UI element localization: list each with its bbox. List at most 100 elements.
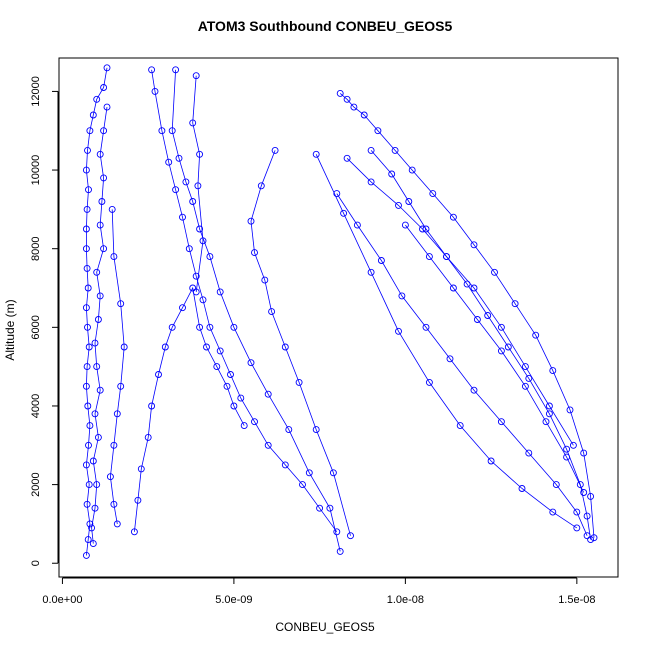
data-point <box>312 150 320 158</box>
data-point <box>470 241 478 249</box>
data-point <box>189 198 197 205</box>
data-point <box>367 268 375 276</box>
data-point <box>340 209 348 217</box>
data-point <box>83 500 91 508</box>
data-point <box>86 520 94 528</box>
data-point <box>425 378 433 386</box>
y-tick-label: 10000 <box>30 155 42 186</box>
data-point <box>83 363 91 371</box>
data-point <box>299 481 306 489</box>
series-line-2 <box>91 107 108 544</box>
data-point <box>91 410 99 418</box>
data-point <box>271 146 279 154</box>
plot-frame <box>58 57 619 578</box>
data-point <box>148 402 156 410</box>
data-point <box>264 441 272 449</box>
y-tick-label: 0 <box>30 560 42 566</box>
data-point <box>108 205 116 213</box>
data-point <box>549 367 557 375</box>
data-point <box>487 457 495 465</box>
data-point <box>82 461 90 469</box>
data-point <box>185 245 193 253</box>
data-point <box>425 253 433 261</box>
data-point <box>312 426 320 434</box>
y-tick-label: 4000 <box>30 394 42 418</box>
data-point <box>521 382 529 390</box>
data-point <box>89 457 97 465</box>
data-point <box>89 540 97 548</box>
data-point <box>590 534 598 542</box>
data-point <box>93 363 101 371</box>
data-point <box>84 284 92 292</box>
data-point <box>552 481 560 489</box>
data-point <box>518 485 526 492</box>
y-tick-label: 12000 <box>30 76 42 107</box>
data-point <box>91 504 99 512</box>
data-point <box>110 441 118 449</box>
y-tick-label: 6000 <box>30 315 42 339</box>
data-point <box>117 382 125 390</box>
data-point <box>573 508 581 516</box>
data-point <box>576 481 584 489</box>
data-point <box>545 402 553 410</box>
data-point <box>227 371 234 378</box>
data-point <box>237 394 245 402</box>
data-point <box>316 504 324 512</box>
data-point <box>587 536 595 544</box>
data-point <box>100 174 108 182</box>
data-point <box>566 406 574 414</box>
data-point <box>82 166 90 174</box>
data-point <box>182 178 190 186</box>
data-point <box>326 504 334 512</box>
data-point <box>583 512 591 520</box>
data-point <box>563 453 571 461</box>
data-point <box>89 111 97 119</box>
data-point <box>189 119 197 127</box>
data-point <box>511 300 519 308</box>
data-point <box>84 323 91 331</box>
data-point <box>199 237 207 245</box>
data-point <box>525 374 533 382</box>
data-point <box>251 418 258 426</box>
data-point <box>449 213 457 221</box>
data-point <box>281 461 289 469</box>
series-line-9 <box>339 93 595 538</box>
data-point <box>196 150 204 158</box>
series-line-8 <box>250 150 351 536</box>
data-point <box>172 186 180 194</box>
data-point <box>542 418 550 426</box>
data-point <box>96 292 104 300</box>
data-point <box>347 532 354 540</box>
data-point <box>408 166 416 174</box>
data-point <box>82 304 90 312</box>
data-point <box>82 382 90 390</box>
data-point <box>456 422 464 430</box>
data-point <box>83 264 91 272</box>
series-line-11 <box>336 193 588 536</box>
data-point <box>175 154 183 162</box>
y-axis-label: Altitude (m) <box>3 299 17 360</box>
data-point <box>85 343 93 351</box>
data-point <box>419 225 426 233</box>
data-point <box>120 343 128 351</box>
data-point <box>82 245 90 253</box>
data-point <box>230 402 238 410</box>
data-point <box>161 343 169 351</box>
data-point <box>96 386 104 394</box>
data-point <box>96 150 104 158</box>
data-point <box>247 217 255 225</box>
data-point <box>497 323 505 331</box>
data-point <box>82 551 90 559</box>
data-point <box>333 190 341 198</box>
data-point <box>429 190 437 198</box>
chart-title: ATOM3 Southbound CONBEU_GEOS5 <box>197 18 453 34</box>
data-point <box>85 441 92 449</box>
series-line-6 <box>171 69 341 552</box>
data-point <box>395 327 402 335</box>
data-point <box>343 154 351 162</box>
data-point <box>281 343 289 351</box>
data-point <box>165 158 173 166</box>
x-tick-label: 1.5e-08 <box>558 594 595 606</box>
data-point <box>395 201 402 209</box>
